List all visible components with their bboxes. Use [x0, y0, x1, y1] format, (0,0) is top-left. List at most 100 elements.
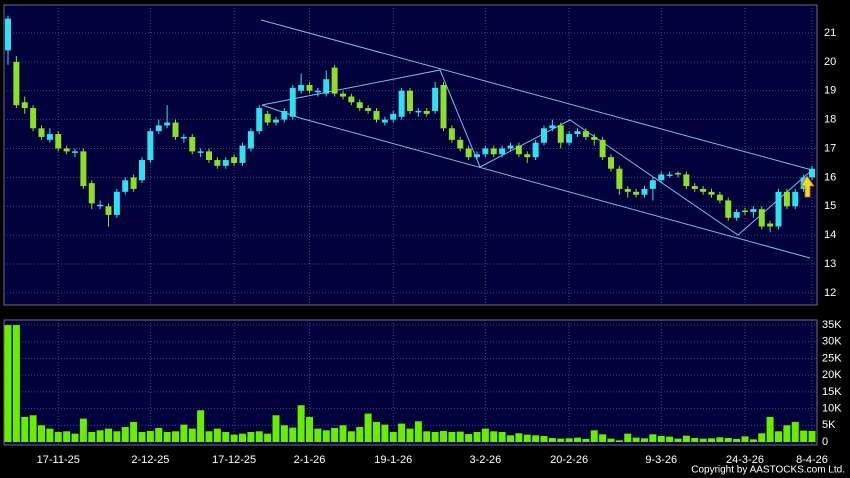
volume-bar: [180, 424, 188, 442]
volume-bar: [481, 428, 489, 442]
candle-body: [30, 108, 37, 129]
volume-bar: [163, 431, 171, 442]
volume-tick-label: 10K: [822, 402, 842, 414]
candle-body: [206, 151, 212, 161]
volume-bar: [448, 431, 456, 442]
volume-bar: [289, 427, 297, 442]
candle-body: [457, 139, 464, 149]
volume-bar: [582, 438, 590, 442]
candle-body: [792, 191, 799, 207]
candle-body: [314, 90, 321, 93]
volume-bar: [783, 425, 791, 442]
volume-bar: [657, 435, 665, 442]
candle-body: [624, 188, 631, 192]
volume-bar: [4, 325, 12, 442]
volume-bar: [741, 436, 749, 442]
x-tick-label: 17-11-25: [37, 454, 80, 466]
volume-bar: [490, 431, 498, 442]
volume-bar: [255, 431, 263, 442]
candle-body: [281, 110, 288, 120]
volume-bar: [406, 428, 414, 442]
volume-bar: [515, 433, 523, 442]
volume-bar: [88, 431, 96, 442]
volume-bar: [264, 433, 272, 442]
volume-bar: [213, 428, 221, 442]
candle-body: [708, 191, 715, 195]
candle-body: [46, 134, 53, 140]
candle-body: [21, 102, 28, 109]
volume-bar: [63, 431, 71, 442]
candle-body: [616, 168, 623, 189]
volume-bar: [297, 405, 305, 442]
candle-body: [415, 110, 422, 113]
volume-bar: [130, 421, 138, 442]
candle-body: [499, 148, 506, 155]
candle-body: [264, 113, 271, 123]
y-tick-label: 19: [824, 85, 836, 97]
candle-body: [247, 131, 254, 149]
copyright: Copyright by AASTOCKS.com Ltd.: [691, 465, 845, 476]
x-tick-label: 2-12-25: [131, 454, 169, 466]
candle-body: [298, 84, 305, 91]
volume-tick-label: 30K: [822, 336, 842, 348]
volume-bar: [775, 431, 782, 442]
candle-body: [691, 186, 698, 189]
candle-body: [356, 102, 363, 109]
volume-bar: [682, 435, 690, 442]
candle-body: [365, 108, 372, 111]
candle-body: [767, 223, 774, 227]
volume-bar: [632, 437, 640, 442]
candle-body: [557, 125, 564, 143]
volume-bar: [532, 435, 540, 442]
candle-body: [189, 136, 196, 152]
candle-body: [490, 148, 497, 155]
candle-body: [239, 145, 246, 163]
volume-bar: [364, 413, 372, 442]
volume-tick-label: 20K: [822, 369, 842, 381]
volume-bar: [557, 438, 565, 442]
volume-bar: [808, 430, 816, 442]
candle-body: [582, 131, 589, 137]
x-tick-label: 19-1-26: [374, 454, 412, 466]
candle-body: [649, 180, 656, 189]
volume-bar: [574, 437, 581, 442]
x-tick-label: 24-3-26: [726, 454, 764, 466]
candle-body: [541, 128, 547, 143]
price-panel: [3, 4, 818, 306]
volume-bar: [247, 431, 255, 442]
x-tick-label: 17-12-25: [212, 454, 256, 466]
volume-tick-label: 35K: [822, 319, 842, 331]
candle-body: [13, 61, 20, 106]
volume-bar: [507, 435, 514, 442]
candle-body: [88, 183, 95, 204]
volume-bar: [138, 431, 146, 442]
y-tick-label: 17: [824, 142, 836, 154]
volume-bar: [172, 431, 179, 442]
candle-body: [63, 148, 70, 152]
candle-body: [423, 110, 430, 114]
volume-bar: [615, 440, 623, 442]
y-tick-label: 14: [824, 229, 836, 241]
mark-layer: [4, 15, 816, 442]
volume-bar: [46, 428, 54, 442]
volume-bar: [347, 431, 355, 442]
volume-bar: [523, 434, 531, 442]
candle-body: [675, 173, 681, 175]
volume-tick-label: 0: [822, 436, 828, 448]
volume-bar: [708, 438, 715, 442]
candle-body: [105, 206, 112, 215]
volume-bar: [423, 431, 431, 442]
volume-tick-label: 5K: [822, 419, 836, 431]
candle-body: [608, 157, 614, 169]
candle-body: [700, 188, 707, 192]
volume-bar: [498, 431, 506, 442]
candle-body: [180, 136, 187, 139]
candle-body: [440, 84, 447, 129]
volume-bar: [431, 431, 439, 442]
volume-bar: [38, 425, 45, 442]
candle-body: [524, 154, 531, 158]
volume-bar: [766, 416, 774, 442]
candle-body: [155, 125, 162, 132]
volume-bar: [674, 438, 682, 442]
